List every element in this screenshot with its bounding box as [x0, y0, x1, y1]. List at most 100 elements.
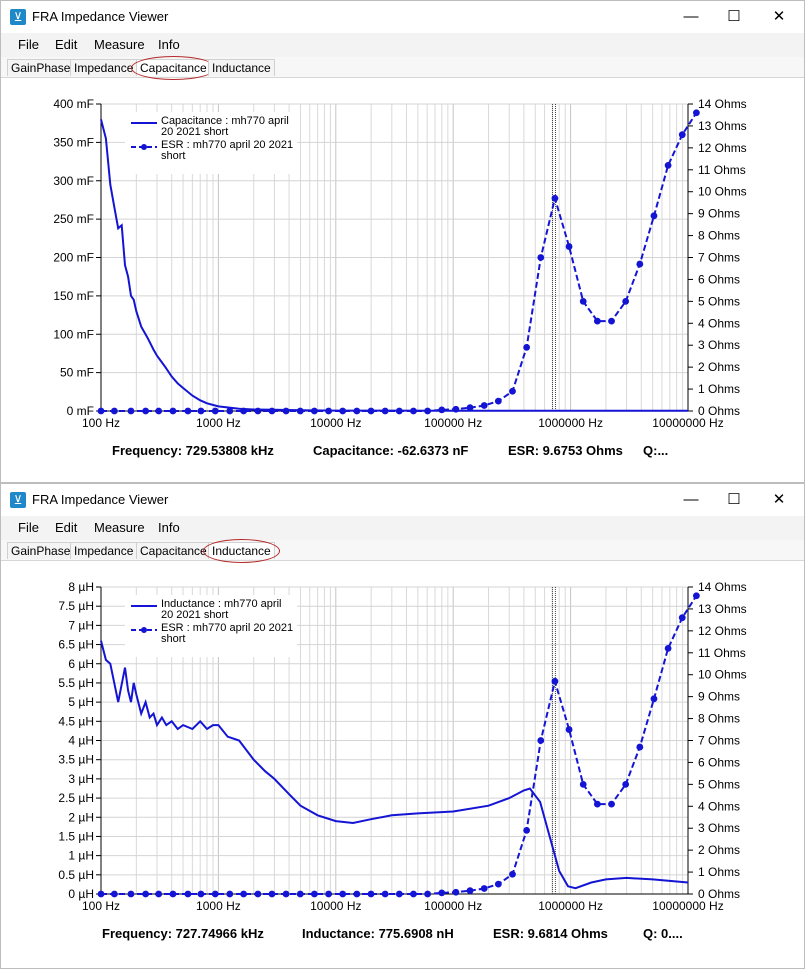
- legend-marker: [141, 627, 147, 633]
- legend-entry: short: [161, 633, 185, 645]
- inductance-chart[interactable]: 0 µH 0.5 µH 1 µH 1.5 µH 2 µH 2.5 µH 3 µH 3.5 µH…: [1, 562, 804, 922]
- esr-data-point: [211, 407, 219, 415]
- tab-capacitance[interactable]: Capacitance: [136, 542, 211, 559]
- esr-data-point: [509, 870, 516, 878]
- y-right-tick-label: 6 Ohms: [698, 755, 740, 769]
- esr-data-point: [381, 407, 389, 415]
- y-right-tick-label: 1 Ohms: [698, 382, 740, 396]
- legend-entry: 20 2021 short: [161, 609, 228, 621]
- tab-inductance[interactable]: Inductance: [203, 539, 280, 563]
- y-right-tick-label: 14 Ohms: [698, 580, 747, 594]
- esr-data-point: [551, 194, 559, 202]
- esr-data-point: [678, 131, 686, 139]
- esr-data-point: [466, 887, 474, 895]
- esr-data-point: [226, 407, 234, 415]
- status-inductance: Inductance: 775.6908 nH: [302, 926, 454, 941]
- menu-edit[interactable]: Edit: [55, 520, 78, 535]
- esr-data-point: [494, 397, 502, 405]
- y-right-tick-label: 14 Ohms: [698, 97, 747, 111]
- legend-entry: ESR : mh770 april 20 2021: [161, 622, 293, 634]
- y-left-tick-label: 0.5 µH: [58, 868, 94, 882]
- capacitance-chart[interactable]: 0 mF 50 mF 100 mF 150 mF 200 mF 250 mF 300 mF 3…: [1, 79, 804, 439]
- esr-data-point: [97, 407, 105, 415]
- tab-inductance[interactable]: Inductance: [208, 59, 275, 76]
- y-right-tick-label: 13 Ohms: [698, 119, 747, 133]
- esr-data-point: [622, 297, 630, 305]
- esr-data-point: [155, 890, 163, 898]
- y-left-tick-label: 50 mF: [60, 366, 94, 380]
- highlight-ellipse: [203, 539, 280, 563]
- esr-data-point: [452, 888, 460, 896]
- tab-impedance[interactable]: Impedance: [70, 59, 138, 76]
- esr-data-point: [650, 695, 658, 703]
- close-button[interactable]: ✕: [772, 8, 786, 25]
- y-left-tick-label: 0 mF: [67, 404, 94, 418]
- esr-data-point: [636, 260, 644, 268]
- esr-data-point: [254, 890, 262, 898]
- y-right-tick-label: 0 Ohms: [698, 404, 740, 418]
- minimize-button[interactable]: —: [683, 491, 699, 508]
- title-bar[interactable]: ⊻ FRA Impedance Viewer — ☐ ✕: [1, 484, 804, 516]
- y-left-tick-label: 5 µH: [68, 695, 94, 709]
- menu-file[interactable]: File: [18, 520, 39, 535]
- esr-data-point: [110, 407, 118, 415]
- esr-data-point: [155, 407, 163, 415]
- menu-info[interactable]: Info: [158, 37, 180, 52]
- legend-entry: short: [161, 150, 185, 162]
- legend-entry: Capacitance : mh770 april: [161, 115, 289, 127]
- y-right-tick-label: 5 Ohms: [698, 777, 740, 791]
- y-right-tick-label: 12 Ohms: [698, 141, 747, 155]
- y-left-tick-label: 3 µH: [68, 772, 94, 786]
- y-left-tick-label: 4.5 µH: [58, 714, 94, 728]
- esr-data-point: [339, 407, 347, 415]
- esr-data-point: [424, 407, 432, 415]
- y-right-tick-label: 12 Ohms: [698, 624, 747, 638]
- esr-data-point: [254, 407, 262, 415]
- tab-label: Capacitance: [140, 544, 207, 558]
- esr-data-point: [395, 407, 403, 415]
- legend-marker: [141, 144, 147, 150]
- y-right-tick-label: 7 Ohms: [698, 734, 740, 748]
- maximize-button[interactable]: ☐: [727, 491, 741, 508]
- y-right-tick-label: 9 Ohms: [698, 690, 740, 704]
- tab-gainphase[interactable]: GainPhase: [7, 59, 75, 76]
- esr-data-point: [593, 800, 601, 808]
- window-title: FRA Impedance Viewer: [32, 9, 169, 24]
- esr-data-point: [381, 890, 389, 898]
- esr-data-point: [339, 890, 347, 898]
- legend-entry: Inductance : mh770 april: [161, 598, 281, 610]
- esr-data-point: [211, 890, 219, 898]
- menu-file[interactable]: File: [18, 37, 39, 52]
- status-q: Q: 0....: [643, 926, 683, 941]
- menu-measure[interactable]: Measure: [94, 37, 145, 52]
- y-right-tick-label: 6 Ohms: [698, 272, 740, 286]
- tab-label: Inductance: [212, 61, 271, 75]
- y-right-tick-label: 5 Ohms: [698, 294, 740, 308]
- esr-data-point: [678, 614, 686, 622]
- y-right-tick-label: 10 Ohms: [698, 185, 747, 199]
- tab-capacitance[interactable]: Capacitance: [131, 56, 216, 80]
- esr-data-point: [127, 407, 135, 415]
- esr-data-point: [353, 890, 361, 898]
- menu-info[interactable]: Info: [158, 520, 180, 535]
- esr-data-point: [325, 407, 332, 415]
- series-line-primary: [100, 640, 689, 890]
- esr-data-point: [282, 890, 290, 898]
- close-button[interactable]: ✕: [772, 491, 786, 508]
- menu-edit[interactable]: Edit: [55, 37, 78, 52]
- esr-data-point: [438, 889, 446, 897]
- title-bar[interactable]: ⊻ FRA Impedance Viewer — ☐ ✕: [1, 1, 804, 33]
- x-tick-label: 100000 Hz: [424, 416, 482, 430]
- tab-impedance[interactable]: Impedance: [70, 542, 138, 559]
- menu-measure[interactable]: Measure: [94, 520, 145, 535]
- x-tick-label: 100000 Hz: [424, 899, 482, 913]
- minimize-button[interactable]: —: [683, 8, 699, 25]
- y-right-tick-label: 7 Ohms: [698, 251, 740, 265]
- maximize-button[interactable]: ☐: [727, 8, 741, 25]
- tab-gainphase[interactable]: GainPhase: [7, 542, 75, 559]
- x-tick-label: 10000 Hz: [310, 416, 361, 430]
- esr-data-point: [197, 407, 205, 415]
- esr-data-point: [169, 890, 177, 898]
- esr-data-point: [650, 212, 658, 220]
- esr-data-point: [424, 890, 432, 898]
